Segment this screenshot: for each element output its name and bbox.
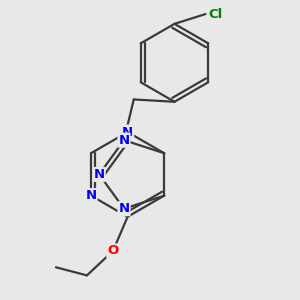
Text: N: N [118, 202, 130, 215]
Text: N: N [122, 126, 133, 139]
Text: Cl: Cl [208, 8, 222, 21]
Text: N: N [85, 189, 97, 202]
Text: N: N [118, 134, 130, 147]
Text: N: N [94, 168, 105, 181]
Text: O: O [107, 244, 118, 257]
